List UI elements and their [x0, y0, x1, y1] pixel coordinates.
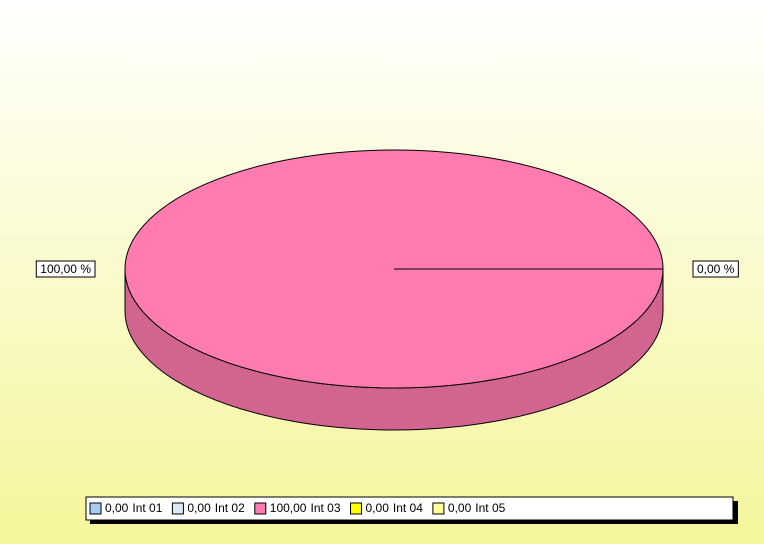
- legend-value: 0,00: [448, 501, 472, 515]
- legend-swatch: [254, 502, 267, 515]
- legend-label: Int 02: [215, 501, 245, 515]
- legend: [85, 496, 734, 521]
- legend-swatch: [350, 502, 363, 515]
- legend-label: Int 01: [132, 501, 162, 515]
- legend-value: 0,00: [366, 501, 390, 515]
- legend-swatch: [89, 502, 102, 515]
- legend-label: Int 05: [475, 501, 505, 515]
- legend-label: Int 03: [310, 501, 340, 515]
- legend-label: Int 04: [393, 501, 423, 515]
- data-label-box: [35, 260, 96, 278]
- data-label: 100,00 %: [40, 262, 91, 276]
- legend-value: 0,00: [105, 501, 129, 515]
- legend-swatch: [432, 502, 445, 515]
- legend-swatch: [171, 502, 184, 515]
- legend-value: 100,00: [270, 501, 307, 515]
- data-label-box: [692, 260, 739, 278]
- legend-value: 0,00: [187, 501, 211, 515]
- data-label: 0,00 %: [697, 262, 735, 276]
